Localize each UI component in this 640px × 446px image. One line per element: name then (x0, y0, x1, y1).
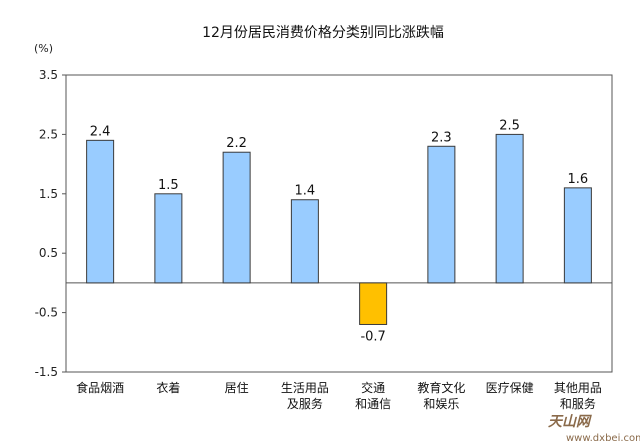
bar-value-label: 2.4 (90, 124, 111, 139)
x-category-label: 医疗保健 (486, 381, 534, 395)
x-category-label: 食品烟酒 (76, 380, 124, 395)
x-category-label: 和娱乐 (423, 397, 459, 411)
bar-value-label: 2.3 (431, 130, 452, 145)
x-category-label: 衣着 (156, 380, 180, 395)
bar-value-label: -0.7 (360, 329, 385, 344)
bar (563, 187, 592, 284)
x-category-label: 其他用品 (554, 381, 602, 395)
watermark-logo-text: 天山网 (548, 414, 592, 430)
x-category-label: 居住 (225, 381, 249, 395)
watermark-url: www.dxbei.com (566, 433, 640, 444)
y-tick-label: -0.5 (35, 306, 58, 320)
y-tick-label: 3.5 (39, 68, 58, 82)
bar (359, 282, 388, 325)
chart-title: 12月份居民消费价格分类别同比涨跌幅 (202, 25, 444, 41)
bar (222, 151, 251, 284)
bar-value-label: 1.5 (158, 178, 179, 193)
bar-value-label: 2.2 (226, 136, 247, 151)
y-tick-label: 2.5 (39, 127, 58, 141)
x-category-label: 及服务 (287, 396, 323, 411)
x-category-label: 交通 (361, 380, 385, 395)
x-category-label: 教育文化 (417, 380, 465, 395)
x-category-label: 和通信 (355, 397, 391, 411)
plot-area: 3.5 2.5 1.5 0.5 -0.5 -1.5 2.4 食品烟酒 1.5 衣着 2.2 居住 1.4… (35, 68, 613, 411)
bar-value-label: 2.5 (499, 118, 520, 133)
y-tick-label: 1.5 (39, 187, 58, 201)
bar (154, 193, 183, 284)
bar (290, 199, 319, 284)
bar-value-label: 1.4 (295, 184, 316, 199)
x-category-label: 和服务 (560, 396, 596, 411)
bar (427, 145, 456, 284)
plot-frame (65, 74, 613, 373)
y-tick-label: -1.5 (35, 365, 58, 379)
bar (86, 139, 115, 284)
bar (495, 133, 524, 284)
bar-value-label: 1.6 (568, 172, 589, 187)
y-axis-unit-label: (%) (34, 42, 53, 55)
watermark: 天山网 www.dxbei.com (548, 414, 640, 444)
x-category-label: 生活用品 (281, 381, 329, 395)
y-tick-label: 0.5 (39, 246, 58, 260)
